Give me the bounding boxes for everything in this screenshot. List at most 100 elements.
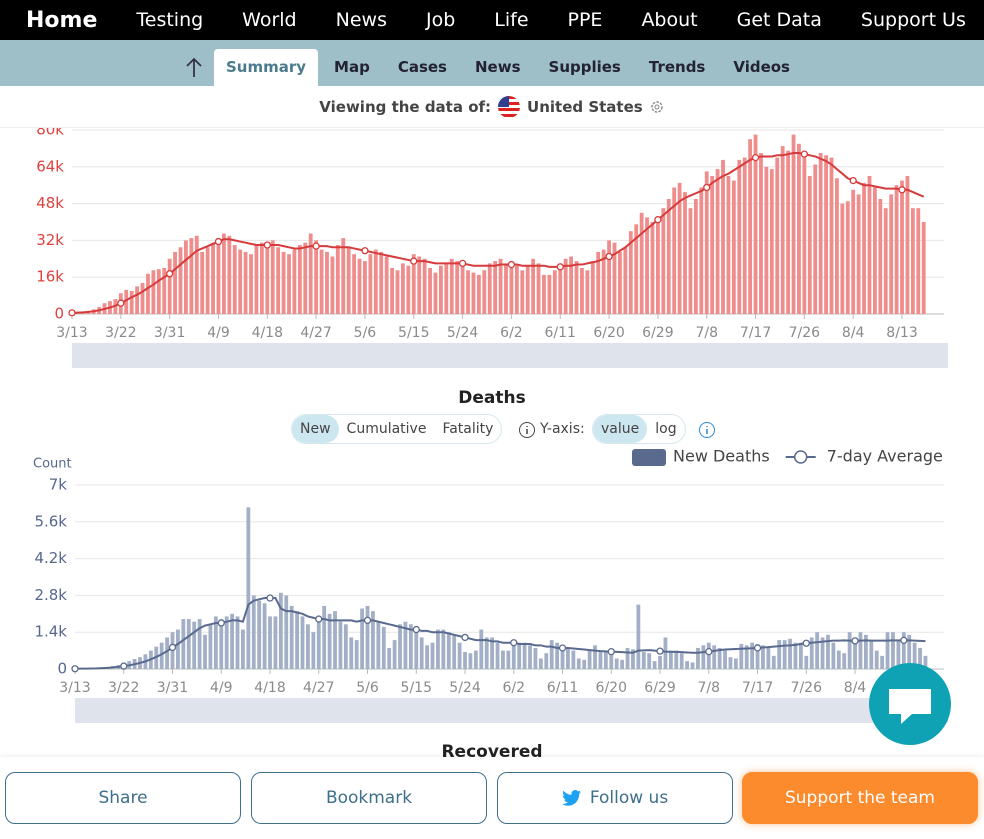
- bar: [623, 247, 628, 314]
- bar: [498, 258, 503, 314]
- bar: [753, 134, 758, 314]
- nav-item[interactable]: PPE: [567, 9, 603, 31]
- bar: [352, 254, 356, 314]
- country-name[interactable]: United States: [527, 97, 643, 116]
- tab[interactable]: Trends: [648, 58, 706, 76]
- nav-item[interactable]: Testing: [136, 9, 204, 31]
- bar: [744, 645, 749, 669]
- zoom-slider: [72, 343, 948, 368]
- bar: [907, 634, 912, 669]
- x-tick-label: 6/2: [500, 325, 523, 341]
- info-icon[interactable]: [698, 421, 716, 439]
- average-marker: [363, 616, 372, 625]
- bar: [704, 171, 709, 314]
- average-marker: [751, 153, 760, 162]
- bar: [690, 662, 695, 669]
- bar: [403, 621, 408, 669]
- bar: [259, 242, 264, 314]
- nav-item[interactable]: Job: [425, 9, 456, 31]
- bar: [425, 645, 430, 669]
- average-marker: [654, 216, 662, 224]
- bar: [276, 247, 281, 314]
- average-marker: [703, 183, 711, 192]
- nav-brand[interactable]: Home: [26, 7, 98, 33]
- average-marker: [900, 636, 908, 644]
- nav-item[interactable]: Get Data: [736, 9, 822, 31]
- bar: [439, 265, 443, 314]
- tab[interactable]: Cases: [397, 58, 447, 76]
- nav-item[interactable]: News: [335, 9, 387, 31]
- tab[interactable]: Summary: [213, 49, 319, 86]
- footer-button[interactable]: Bookmark: [251, 772, 487, 824]
- viewing-label: Viewing the data of:: [319, 97, 492, 116]
- bar: [365, 605, 370, 669]
- scale-pill[interactable]: log: [655, 421, 677, 437]
- bar: [167, 258, 172, 314]
- bar: [587, 649, 592, 669]
- bar: [270, 240, 275, 314]
- bar: [558, 263, 563, 314]
- tab[interactable]: Supplies: [548, 58, 621, 76]
- bar: [693, 199, 698, 314]
- nav-item[interactable]: World: [242, 9, 297, 31]
- x-tick-label: 8/4: [844, 680, 867, 696]
- mode-pill[interactable]: Cumulative: [346, 421, 427, 437]
- bar: [858, 632, 863, 669]
- nav-item[interactable]: Life: [494, 9, 529, 31]
- bar: [728, 657, 733, 669]
- bar: [292, 249, 297, 314]
- bar: [802, 157, 807, 314]
- footer-button[interactable]: Support the team: [742, 772, 978, 824]
- chat-button[interactable]: [869, 663, 951, 745]
- x-tick-label: 5/6: [356, 680, 379, 696]
- bar: [775, 157, 780, 314]
- bar: [354, 640, 359, 669]
- bar: [598, 650, 603, 669]
- bar: [804, 655, 809, 669]
- bar: [614, 658, 619, 669]
- y-tick-label: 4.2k: [34, 549, 67, 567]
- tab[interactable]: Map: [334, 58, 370, 76]
- bar: [580, 268, 584, 314]
- average-marker: [266, 594, 274, 602]
- info-icon[interactable]: [518, 421, 536, 439]
- bar: [408, 624, 413, 669]
- bar: [162, 268, 167, 314]
- bar: [650, 222, 655, 314]
- bar: [493, 261, 498, 314]
- bar: [341, 238, 346, 314]
- bar: [831, 642, 836, 669]
- bar: [531, 258, 536, 314]
- bar: [349, 637, 354, 669]
- mode-pill[interactable]: New: [292, 415, 339, 443]
- average-marker: [705, 648, 713, 656]
- bar: [446, 632, 451, 669]
- bar: [742, 157, 747, 314]
- bar: [677, 182, 682, 314]
- settings-icon[interactable]: [649, 99, 665, 115]
- up-arrow-icon[interactable]: [182, 49, 206, 86]
- bar: [511, 642, 516, 669]
- nav-item[interactable]: Support Us: [860, 9, 966, 31]
- x-tick-label: 6/29: [642, 325, 673, 341]
- average-marker: [461, 633, 469, 642]
- tab[interactable]: News: [475, 58, 521, 76]
- bar: [683, 192, 687, 314]
- nav-item[interactable]: About: [641, 9, 698, 31]
- tab[interactable]: Videos: [733, 58, 790, 76]
- bar: [520, 270, 525, 314]
- bar: [552, 270, 557, 314]
- footer-button[interactable]: Follow us: [497, 772, 733, 824]
- bar: [761, 645, 765, 669]
- bar: [856, 194, 861, 314]
- bar: [300, 616, 305, 669]
- scale-pill[interactable]: value: [593, 415, 648, 443]
- footer-button[interactable]: Share: [5, 772, 241, 824]
- bar: [921, 222, 926, 314]
- bar: [766, 647, 771, 669]
- x-tick-label: 7/17: [742, 680, 773, 696]
- bar: [815, 632, 820, 669]
- bar: [710, 176, 715, 314]
- mode-pill[interactable]: Fatality: [442, 421, 494, 437]
- bar: [601, 249, 606, 314]
